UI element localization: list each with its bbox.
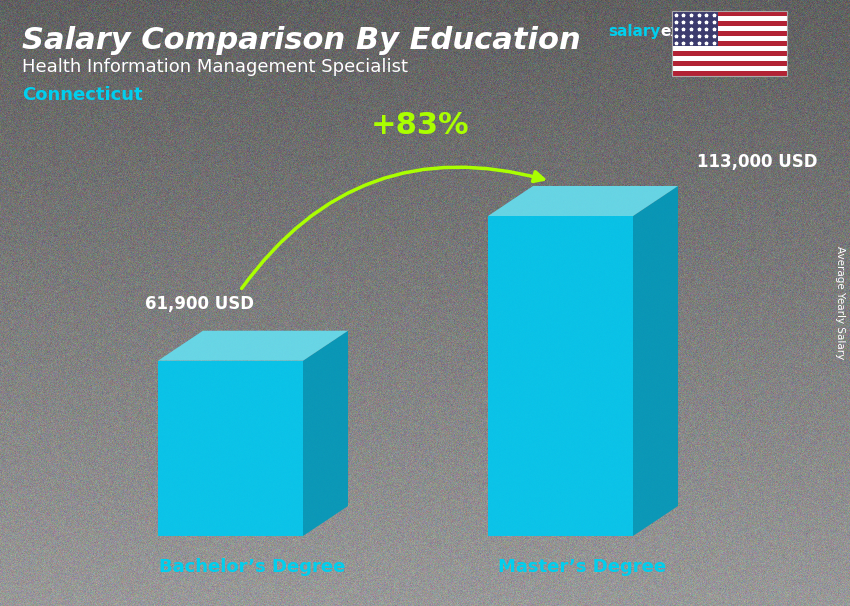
Text: +83%: +83% <box>371 112 469 141</box>
Bar <box>672 56 787 61</box>
Text: Master’s Degree: Master’s Degree <box>498 558 666 576</box>
Text: salary: salary <box>608 24 660 39</box>
Text: explorer: explorer <box>660 24 732 39</box>
Text: Bachelor’s Degree: Bachelor’s Degree <box>159 558 345 576</box>
Polygon shape <box>488 186 678 216</box>
Bar <box>672 51 787 56</box>
Polygon shape <box>633 186 678 536</box>
Bar <box>672 31 787 36</box>
FancyArrowPatch shape <box>241 167 543 288</box>
Bar <box>672 46 787 51</box>
Bar <box>672 11 787 16</box>
Bar <box>672 61 787 66</box>
Bar <box>672 11 718 46</box>
Text: 113,000 USD: 113,000 USD <box>697 153 817 171</box>
Text: Health Information Management Specialist: Health Information Management Specialist <box>22 58 408 76</box>
Bar <box>672 36 787 41</box>
Text: .com: .com <box>723 24 764 39</box>
Bar <box>672 71 787 76</box>
Bar <box>672 41 787 46</box>
Polygon shape <box>488 216 633 536</box>
Text: 61,900 USD: 61,900 USD <box>145 295 254 313</box>
Bar <box>672 11 787 76</box>
Text: Connecticut: Connecticut <box>22 86 143 104</box>
Text: Average Yearly Salary: Average Yearly Salary <box>835 247 845 359</box>
Bar <box>672 16 787 21</box>
Bar <box>672 26 787 31</box>
Polygon shape <box>303 331 348 536</box>
Polygon shape <box>158 331 348 361</box>
Bar <box>672 66 787 71</box>
Bar <box>672 21 787 26</box>
Text: Salary Comparison By Education: Salary Comparison By Education <box>22 26 581 55</box>
Polygon shape <box>158 361 303 536</box>
